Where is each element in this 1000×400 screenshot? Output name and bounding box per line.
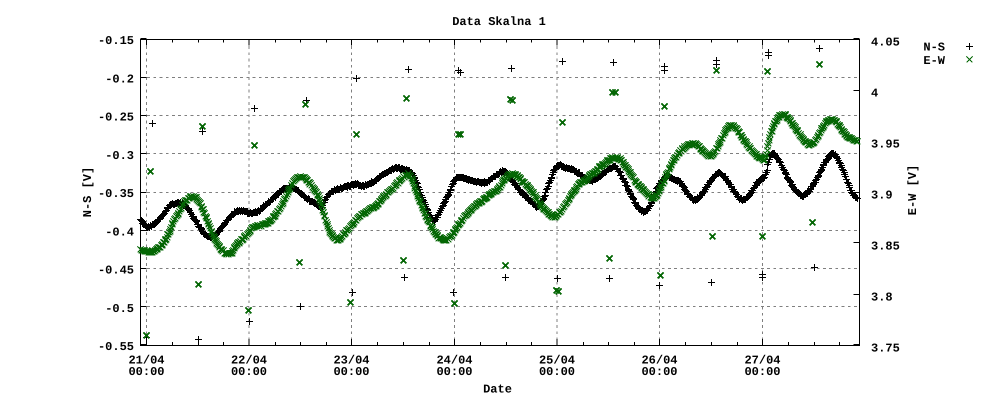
svg-text:-0.5: -0.5 xyxy=(105,302,134,316)
svg-text:3.75: 3.75 xyxy=(871,341,900,355)
svg-text:-0.35: -0.35 xyxy=(98,187,134,201)
svg-text:00:00: 00:00 xyxy=(641,365,677,379)
svg-text:26/04: 26/04 xyxy=(641,354,677,368)
svg-text:00:00: 00:00 xyxy=(539,365,575,379)
svg-text:Data Skalna 1: Data Skalna 1 xyxy=(452,15,546,29)
svg-text:22/04: 22/04 xyxy=(231,354,267,368)
svg-text:E-W: E-W xyxy=(923,54,945,68)
svg-text:3.85: 3.85 xyxy=(871,239,900,253)
svg-text:3.9: 3.9 xyxy=(871,188,893,202)
svg-text:-0.15: -0.15 xyxy=(98,34,134,48)
svg-text:Date: Date xyxy=(483,383,512,397)
svg-text:-0.2: -0.2 xyxy=(105,72,134,86)
svg-text:-0.3: -0.3 xyxy=(105,149,134,163)
svg-text:4.05: 4.05 xyxy=(871,35,900,49)
svg-text:-0.55: -0.55 xyxy=(98,340,134,354)
svg-text:23/04: 23/04 xyxy=(333,354,369,368)
svg-text:25/04: 25/04 xyxy=(539,354,575,368)
svg-text:00:00: 00:00 xyxy=(744,365,780,379)
svg-text:N-S [V]: N-S [V] xyxy=(81,167,95,217)
svg-text:4: 4 xyxy=(871,86,878,100)
svg-text:00:00: 00:00 xyxy=(436,365,472,379)
svg-text:00:00: 00:00 xyxy=(333,365,369,379)
svg-text:-0.4: -0.4 xyxy=(105,225,134,239)
svg-text:00:00: 00:00 xyxy=(231,365,267,379)
svg-text:27/04: 27/04 xyxy=(744,354,780,368)
svg-text:21/04: 21/04 xyxy=(128,354,164,368)
svg-text:N-S: N-S xyxy=(923,41,945,55)
svg-text:00:00: 00:00 xyxy=(128,365,164,379)
svg-text:E-W [V]: E-W [V] xyxy=(906,165,920,215)
svg-text:-0.25: -0.25 xyxy=(98,111,134,125)
svg-text:24/04: 24/04 xyxy=(436,354,472,368)
svg-text:-0.45: -0.45 xyxy=(98,264,134,278)
svg-text:3.95: 3.95 xyxy=(871,137,900,151)
svg-text:3.8: 3.8 xyxy=(871,290,893,304)
